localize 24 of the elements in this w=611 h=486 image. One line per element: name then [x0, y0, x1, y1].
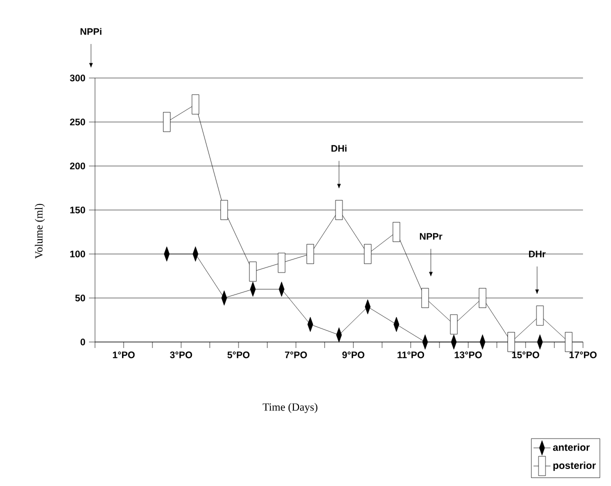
x-tick-label: 15°PO — [512, 352, 540, 358]
y-tick-label: 150 — [70, 206, 86, 214]
x-tick-label: 1°PO — [112, 352, 135, 358]
legend-label: anterior — [553, 444, 590, 451]
x-tick-label: 3°PO — [170, 352, 192, 358]
x-tick-label: 13°PO — [454, 352, 482, 358]
text: NPPi — [80, 28, 102, 35]
y-axis-title: Volume (ml) — [34, 204, 45, 259]
ref-line-label: DHr — [529, 250, 546, 258]
x-tick-label: 11°PO — [398, 352, 424, 358]
x-axis-title: Time (Days) — [262, 403, 318, 413]
y-tick-label: 250 — [70, 118, 86, 126]
x-tick-label: 9°PO — [342, 352, 364, 358]
y-tick-label: 50 — [75, 294, 86, 302]
x-tick-label: 5°PO — [227, 352, 250, 358]
y-tick-label: 0 — [80, 338, 86, 346]
y-tick-label: 300 — [70, 74, 86, 82]
y-tick-label: 100 — [70, 250, 86, 258]
ref-line-label: DHi — [331, 144, 346, 152]
ref-line-label: NPPr — [420, 233, 442, 240]
legend-label: posterior — [553, 462, 596, 471]
x-tick-label: 17°PO — [570, 352, 597, 358]
x-tick-label: 7°PO — [284, 352, 307, 358]
y-tick-label: 200 — [70, 162, 86, 170]
